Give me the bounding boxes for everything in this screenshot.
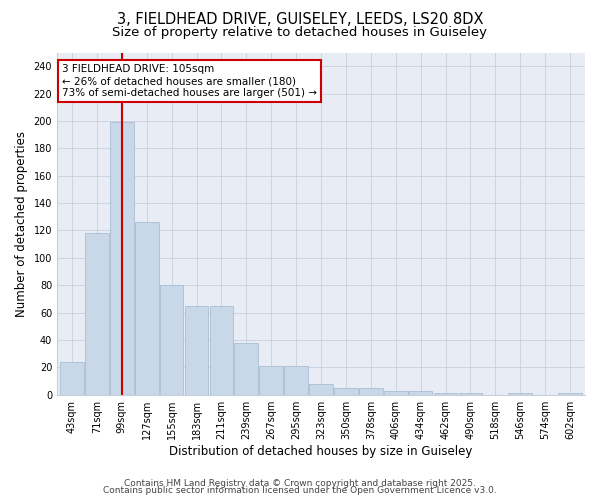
Y-axis label: Number of detached properties: Number of detached properties [15,130,28,316]
Text: 3, FIELDHEAD DRIVE, GUISELEY, LEEDS, LS20 8DX: 3, FIELDHEAD DRIVE, GUISELEY, LEEDS, LS2… [117,12,483,28]
Bar [309,384,333,394]
Bar [209,306,233,394]
Bar [235,342,258,394]
Text: Contains HM Land Registry data © Crown copyright and database right 2025.: Contains HM Land Registry data © Crown c… [124,478,476,488]
Bar [85,233,109,394]
Text: 3 FIELDHEAD DRIVE: 105sqm
← 26% of detached houses are smaller (180)
73% of semi: 3 FIELDHEAD DRIVE: 105sqm ← 26% of detac… [62,64,317,98]
Bar [384,390,407,394]
Bar [185,306,208,394]
Bar [259,366,283,394]
Bar [409,390,433,394]
Bar [60,362,84,394]
Bar [334,388,358,394]
Bar [359,388,383,394]
X-axis label: Distribution of detached houses by size in Guiseley: Distribution of detached houses by size … [169,444,473,458]
Bar [135,222,158,394]
Text: Contains public sector information licensed under the Open Government Licence v3: Contains public sector information licen… [103,486,497,495]
Bar [284,366,308,394]
Bar [160,285,184,395]
Bar [110,122,134,394]
Text: Size of property relative to detached houses in Guiseley: Size of property relative to detached ho… [113,26,487,39]
